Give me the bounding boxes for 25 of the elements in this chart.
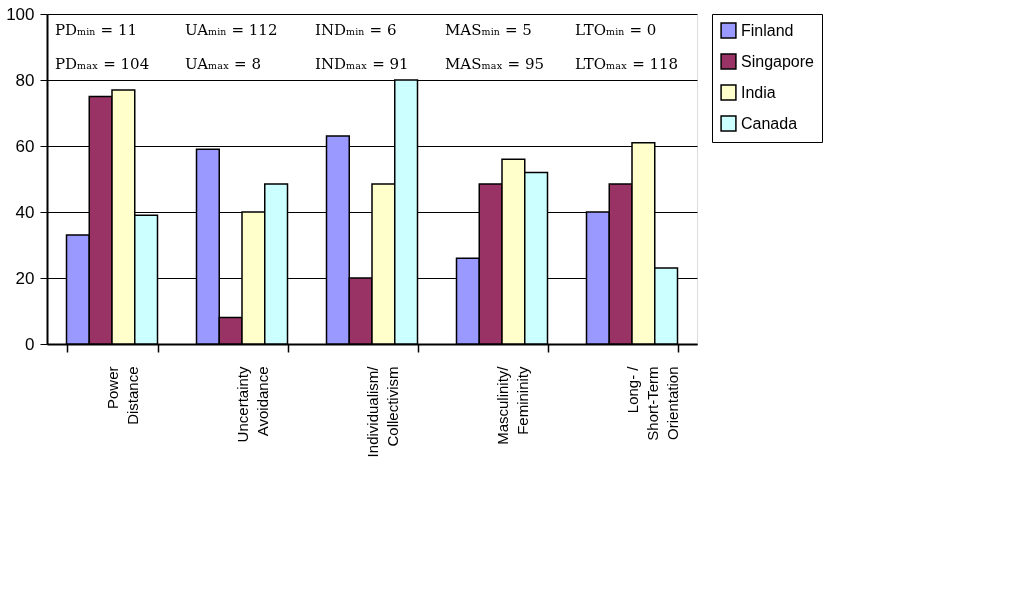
y-tick-label: 60 [15, 136, 35, 156]
y-tick-label: 100 [6, 4, 35, 24]
legend-label: Singapore [741, 52, 815, 70]
legend-label: India [741, 83, 776, 101]
legend-label: Canada [741, 114, 798, 132]
x-tick-label: Individualism/ Collectivism [363, 365, 401, 458]
annotation: UAₘᵢₙ = 112 [185, 21, 278, 39]
x-tick-label: Masculinity/ Femininity [493, 365, 531, 445]
y-tick-label: 40 [15, 202, 35, 222]
annotation: INDₘᵢₙ = 6 [315, 21, 397, 39]
x-tick-label: Power Distance [103, 366, 141, 425]
annotation: UAₘₐₓ = 8 [185, 55, 262, 73]
annotation: LTOₘᵢₙ = 0 [575, 21, 657, 39]
annotation: INDₘₐₓ = 91 [315, 55, 409, 73]
annotation: MASₘₐₓ = 95 [445, 55, 545, 73]
legend-label: Finland [741, 21, 794, 39]
y-tick-label: 80 [15, 70, 35, 90]
annotation: MASₘᵢₙ = 5 [445, 21, 532, 39]
y-tick-label: 0 [25, 334, 35, 354]
annotation: LTOₘₐₓ = 118 [575, 55, 679, 73]
x-tick-label: Uncertainty Avoidance [233, 366, 271, 443]
y-tick-label: 20 [15, 268, 35, 288]
annotation: PDₘᵢₙ = 11 [55, 21, 138, 39]
annotation: PDₘₐₓ = 104 [55, 55, 150, 73]
x-tick-label: Long- / Short-Term Orientation [623, 365, 681, 441]
